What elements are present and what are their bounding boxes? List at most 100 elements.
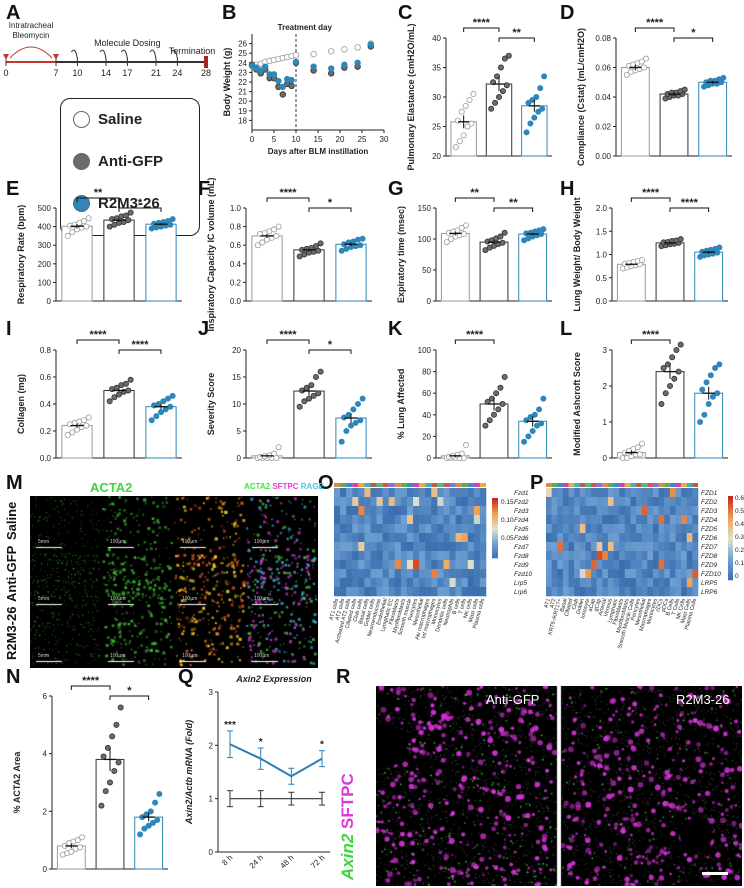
heatmap-cell bbox=[413, 488, 420, 498]
heatmap-cell bbox=[585, 569, 592, 579]
heatmap-cell bbox=[340, 515, 347, 525]
heatmap-cell bbox=[664, 497, 671, 507]
colorbar-segment bbox=[492, 542, 498, 545]
data-point bbox=[127, 209, 134, 216]
heatmap-cell bbox=[669, 587, 676, 597]
data-point bbox=[531, 114, 538, 121]
heatmap-cell bbox=[340, 533, 347, 543]
heatmap-cell bbox=[388, 551, 396, 561]
dosing-arrow bbox=[121, 49, 128, 60]
y-tick-label: 24 bbox=[238, 59, 247, 68]
heatmap-cell bbox=[658, 533, 665, 543]
heatmap-cell bbox=[364, 551, 371, 561]
significance-bracket bbox=[634, 27, 675, 32]
heatmap-col-label: B cells bbox=[452, 598, 462, 615]
colorbar-segment bbox=[728, 577, 733, 581]
heatmap-cell bbox=[557, 569, 564, 579]
cluster-color-bar bbox=[334, 483, 341, 487]
heatmap-row-label: Fzd5 bbox=[514, 526, 529, 533]
heatmap-cell bbox=[388, 560, 396, 570]
heatmap-cell bbox=[455, 488, 462, 498]
heatmap-cell bbox=[686, 560, 693, 570]
heatmap-cell bbox=[425, 542, 432, 552]
y-tick-label: 200 bbox=[38, 260, 52, 269]
heatmap-cell bbox=[346, 569, 353, 579]
heatmap-cell bbox=[669, 497, 676, 507]
data-point bbox=[107, 779, 114, 786]
heatmap-cell bbox=[568, 524, 575, 534]
data-point bbox=[466, 96, 473, 103]
heatmap-cell bbox=[443, 560, 450, 570]
data-point bbox=[76, 844, 83, 851]
data-point bbox=[497, 384, 504, 391]
heatmap-cell bbox=[443, 587, 450, 597]
heatmap-cell bbox=[619, 569, 626, 579]
heatmap-cell bbox=[658, 506, 665, 516]
heatmap-cell bbox=[376, 506, 383, 516]
cluster-color-bar bbox=[630, 483, 637, 487]
x-tick-label: 15 bbox=[314, 135, 323, 144]
heatmap-cell bbox=[382, 578, 390, 588]
data-point bbox=[141, 825, 148, 832]
x-tick-label: 24 h bbox=[248, 853, 265, 870]
panel-label-p: P bbox=[530, 472, 544, 494]
heatmap-cell bbox=[619, 560, 626, 570]
data-point bbox=[503, 82, 510, 89]
y-tick-label: 2.0 bbox=[596, 204, 608, 213]
data-point bbox=[720, 74, 727, 81]
micro-r-title-right: R2M3-26 bbox=[676, 692, 730, 707]
heatmap-cell bbox=[562, 542, 569, 552]
heatmap-cell bbox=[579, 515, 586, 525]
heatmap-cell bbox=[636, 587, 643, 597]
heatmap-cell bbox=[340, 569, 347, 579]
colorbar-segment bbox=[728, 529, 733, 532]
colorbar-segment bbox=[728, 517, 733, 520]
significance-bracket bbox=[308, 207, 352, 212]
heatmap-col-label: Pericytes bbox=[408, 598, 420, 622]
heatmap-cell bbox=[630, 587, 637, 597]
colorbar-segment bbox=[728, 531, 733, 535]
heatmap-cell bbox=[346, 524, 353, 534]
heatmap-cell bbox=[394, 560, 402, 570]
heatmap-cell bbox=[562, 560, 569, 570]
data-point bbox=[80, 417, 87, 424]
heatmap-cell bbox=[437, 542, 444, 552]
heatmap-cell bbox=[388, 542, 396, 552]
heatmap-cell bbox=[562, 569, 569, 579]
panel-label-m: M bbox=[6, 472, 23, 494]
colorbar-segment bbox=[728, 544, 733, 547]
colorbar-segment bbox=[492, 504, 498, 507]
heatmap-cell bbox=[585, 506, 592, 516]
significance-bracket bbox=[118, 207, 162, 212]
heatmap-cell bbox=[413, 515, 420, 525]
heatmap-cell bbox=[652, 551, 659, 561]
data-point bbox=[501, 55, 508, 62]
heatmap-cell bbox=[664, 569, 671, 579]
colorbar-segment bbox=[492, 524, 498, 527]
heatmap-cell bbox=[652, 524, 659, 534]
heatmap-col-label: Ciliated bbox=[564, 598, 575, 617]
heatmap-cell bbox=[647, 569, 654, 579]
heatmap-cell bbox=[574, 506, 581, 516]
heatmap-cell bbox=[624, 515, 631, 525]
heatmap-cell bbox=[388, 578, 396, 588]
heatmap-cell bbox=[574, 578, 581, 588]
cluster-color-bar bbox=[346, 483, 353, 487]
heatmap-cell bbox=[346, 533, 353, 543]
chart-lung-weight: 0.0 0.5 1.0 1.5 2.0 Lung Weight/ Body Weight *… bbox=[572, 187, 728, 312]
heatmap-cell bbox=[394, 569, 402, 579]
colorbar-segment bbox=[492, 536, 498, 539]
scale-bar-label: 100µm bbox=[254, 653, 270, 659]
bar bbox=[103, 219, 135, 302]
heatmap-cell bbox=[443, 524, 450, 534]
heatmap-cell bbox=[334, 515, 341, 525]
heatmap-cell bbox=[461, 488, 469, 498]
heatmap-cell bbox=[400, 497, 408, 507]
heatmap-row-label: LRP5 bbox=[701, 580, 718, 587]
heatmap-cell bbox=[596, 587, 603, 597]
cluster-color-bar bbox=[636, 483, 642, 487]
heatmap-cell bbox=[681, 578, 688, 588]
heatmap-cell bbox=[602, 587, 609, 597]
heatmap-cell bbox=[352, 551, 359, 561]
heatmap-cell bbox=[636, 542, 643, 552]
